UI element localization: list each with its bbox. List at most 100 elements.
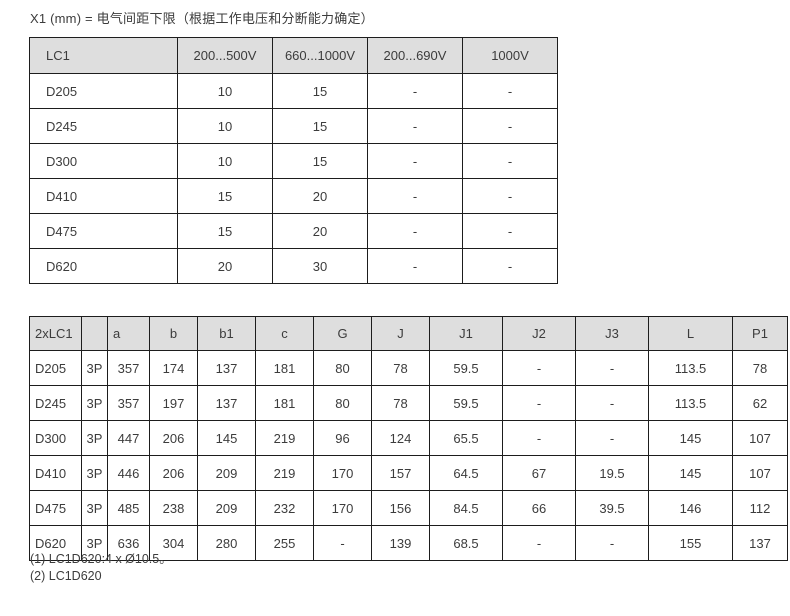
cell-value: 20 bbox=[272, 213, 368, 249]
cell-model: D300 bbox=[29, 143, 178, 179]
cell-j: 78 bbox=[371, 350, 430, 386]
column-header-a: a bbox=[107, 316, 150, 351]
column-header-j2: J2 bbox=[502, 316, 576, 351]
cell-b1: 145 bbox=[197, 420, 256, 456]
cell-j1: 59.5 bbox=[429, 385, 503, 421]
cell-model: D205 bbox=[29, 350, 82, 386]
column-header-b1: b1 bbox=[197, 316, 256, 351]
cell-value: - bbox=[367, 143, 463, 179]
cell-value: 20 bbox=[177, 248, 273, 284]
cell-g: 170 bbox=[313, 455, 372, 491]
cell-value: - bbox=[462, 213, 558, 249]
cell-value: 10 bbox=[177, 73, 273, 109]
cell-model: D410 bbox=[29, 178, 178, 214]
cell-value: - bbox=[367, 248, 463, 284]
cell-pole: 3P bbox=[81, 490, 108, 526]
table-row: D410 3P 446 206 209 219 170 157 64.5 67 … bbox=[29, 455, 788, 491]
cell-model: D475 bbox=[29, 213, 178, 249]
cell-j2: 67 bbox=[502, 455, 576, 491]
cell-b: 197 bbox=[149, 385, 198, 421]
cell-l: 155 bbox=[648, 525, 733, 561]
column-header-660-1000v: 660...1000V bbox=[272, 37, 368, 74]
cell-p1: 107 bbox=[732, 420, 788, 456]
column-header-p1: P1 bbox=[732, 316, 788, 351]
table-row: D245 10 15 - - bbox=[29, 108, 558, 144]
table-row: D205 3P 357 174 137 181 80 78 59.5 - - 1… bbox=[29, 350, 788, 386]
table-row: D300 10 15 - - bbox=[29, 143, 558, 179]
cell-value: 15 bbox=[177, 213, 273, 249]
cell-j3: - bbox=[575, 385, 649, 421]
cell-value: - bbox=[462, 73, 558, 109]
column-header-200-500v: 200...500V bbox=[177, 37, 273, 74]
cell-value: - bbox=[367, 73, 463, 109]
column-header-2xlc1: 2xLC1 bbox=[29, 316, 82, 351]
cell-model: D410 bbox=[29, 455, 82, 491]
column-header-c: c bbox=[255, 316, 314, 351]
column-header-lc1: LC1 bbox=[29, 37, 178, 74]
cell-j1: 84.5 bbox=[429, 490, 503, 526]
cell-p1: 112 bbox=[732, 490, 788, 526]
cell-b: 238 bbox=[149, 490, 198, 526]
dimensions-table: 2xLC1 a b b1 c G J J1 J2 J3 L P1 D205 3P… bbox=[29, 316, 788, 561]
column-header-l: L bbox=[648, 316, 733, 351]
cell-value: - bbox=[462, 108, 558, 144]
cell-j1: 64.5 bbox=[429, 455, 503, 491]
cell-value: - bbox=[367, 213, 463, 249]
cell-l: 145 bbox=[648, 420, 733, 456]
table-row: D410 15 20 - - bbox=[29, 178, 558, 214]
cell-b1: 209 bbox=[197, 455, 256, 491]
column-header-g: G bbox=[313, 316, 372, 351]
cell-c: 255 bbox=[255, 525, 314, 561]
column-header-1000v: 1000V bbox=[462, 37, 558, 74]
cell-a: 446 bbox=[107, 455, 150, 491]
cell-g: - bbox=[313, 525, 372, 561]
cell-g: 80 bbox=[313, 385, 372, 421]
cell-pole: 3P bbox=[81, 350, 108, 386]
cell-j3: - bbox=[575, 525, 649, 561]
cell-g: 96 bbox=[313, 420, 372, 456]
cell-j2: 66 bbox=[502, 490, 576, 526]
cell-p1: 78 bbox=[732, 350, 788, 386]
table-row: D205 10 15 - - bbox=[29, 73, 558, 109]
cell-j3: 39.5 bbox=[575, 490, 649, 526]
table-header-row: 2xLC1 a b b1 c G J J1 J2 J3 L P1 bbox=[29, 316, 788, 351]
cell-b1: 137 bbox=[197, 350, 256, 386]
cell-a: 485 bbox=[107, 490, 150, 526]
cell-g: 170 bbox=[313, 490, 372, 526]
footnote-2: (2) LC1D620 bbox=[30, 569, 102, 583]
cell-value: 15 bbox=[272, 143, 368, 179]
cell-value: 15 bbox=[272, 73, 368, 109]
table-row: D475 3P 485 238 209 232 170 156 84.5 66 … bbox=[29, 490, 788, 526]
cell-model: D300 bbox=[29, 420, 82, 456]
clearance-table: LC1 200...500V 660...1000V 200...690V 10… bbox=[29, 37, 558, 284]
cell-p1: 62 bbox=[732, 385, 788, 421]
cell-j2: - bbox=[502, 525, 576, 561]
cell-value: 10 bbox=[177, 143, 273, 179]
table-row: D475 15 20 - - bbox=[29, 213, 558, 249]
cell-c: 232 bbox=[255, 490, 314, 526]
column-header-j3: J3 bbox=[575, 316, 649, 351]
cell-model: D205 bbox=[29, 73, 178, 109]
column-header-200-690v: 200...690V bbox=[367, 37, 463, 74]
cell-a: 357 bbox=[107, 350, 150, 386]
cell-pole: 3P bbox=[81, 385, 108, 421]
cell-b1: 137 bbox=[197, 385, 256, 421]
cell-a: 636 bbox=[107, 525, 150, 561]
cell-value: - bbox=[462, 143, 558, 179]
table-row: D620 20 30 - - bbox=[29, 248, 558, 284]
cell-j: 139 bbox=[371, 525, 430, 561]
cell-j: 124 bbox=[371, 420, 430, 456]
cell-b: 174 bbox=[149, 350, 198, 386]
footnote-1: (1) LC1D620:4 x Ø10.5。 bbox=[30, 552, 172, 566]
cell-value: - bbox=[367, 108, 463, 144]
cell-model: D245 bbox=[29, 108, 178, 144]
cell-value: 15 bbox=[177, 178, 273, 214]
cell-a: 447 bbox=[107, 420, 150, 456]
cell-g: 80 bbox=[313, 350, 372, 386]
cell-j2: - bbox=[502, 350, 576, 386]
cell-value: 20 bbox=[272, 178, 368, 214]
cell-p1: 137 bbox=[732, 525, 788, 561]
cell-value: - bbox=[367, 178, 463, 214]
cell-j: 156 bbox=[371, 490, 430, 526]
